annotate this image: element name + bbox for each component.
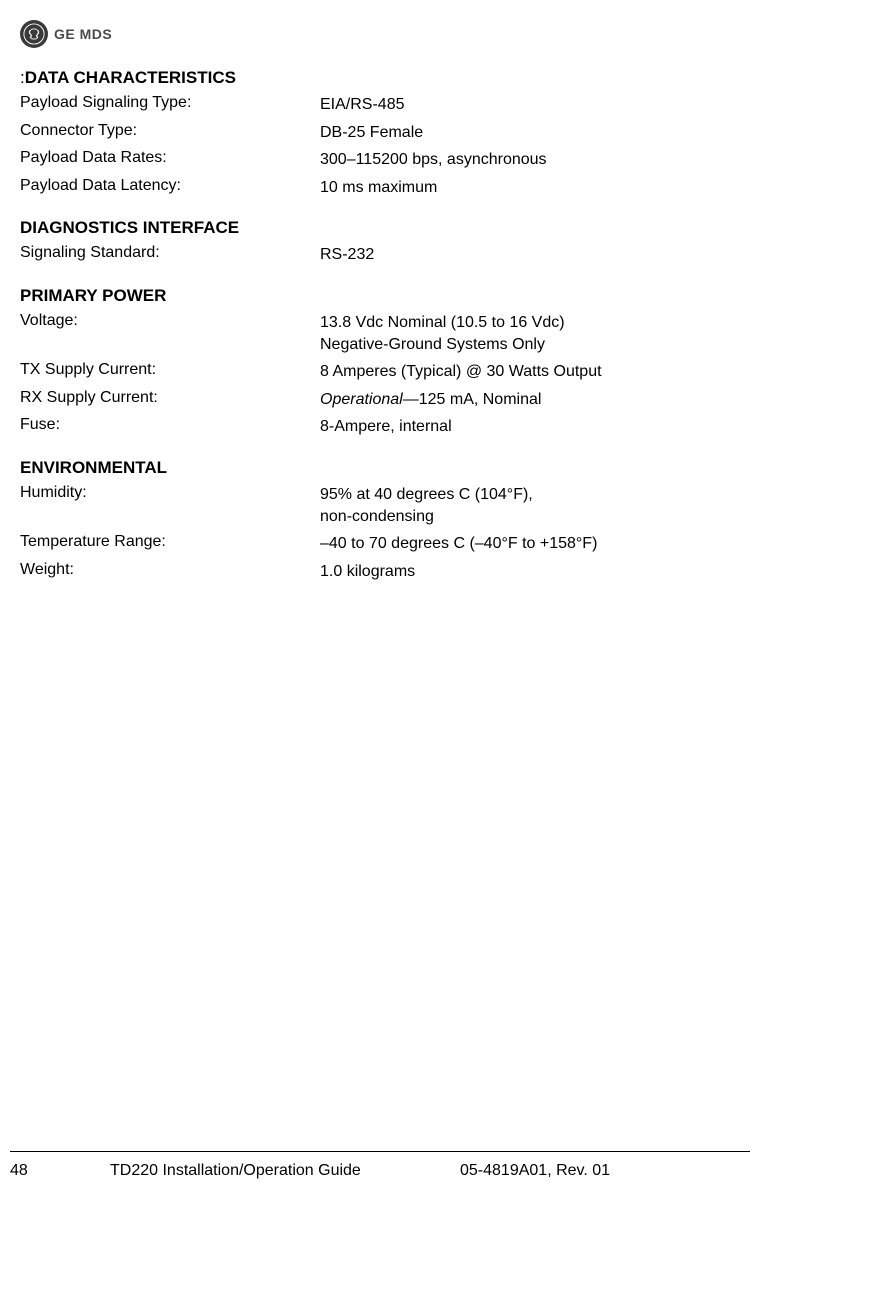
spec-value: EIA/RS-485 [320, 94, 404, 116]
spec-row: Humidity: 95% at 40 degrees C (104°F),no… [20, 484, 840, 527]
spec-row: Connector Type: DB-25 Female [20, 122, 840, 144]
spec-row: Fuse: 8-Ampere, internal [20, 416, 840, 438]
heading-text: DATA CHARACTERISTICS [25, 68, 236, 87]
section-data-characteristics: :DATA CHARACTERISTICS Payload Signaling … [10, 68, 840, 198]
spec-row: TX Supply Current: 8 Amperes (Typical) @… [20, 361, 840, 383]
spec-value: Operational—125 mA, Nominal [320, 389, 541, 411]
page-content: GE MDS :DATA CHARACTERISTICS Payload Sig… [0, 0, 870, 608]
spec-value: DB-25 Female [320, 122, 423, 144]
ge-monogram-icon [20, 20, 48, 48]
section-heading: PRIMARY POWER [20, 286, 840, 306]
spec-label: Payload Signaling Type: [20, 94, 320, 112]
spec-value: 8 Amperes (Typical) @ 30 Watts Output [320, 361, 602, 383]
spec-label: Fuse: [20, 416, 320, 434]
spec-value: 300–115200 bps, asynchronous [320, 149, 547, 171]
spec-label: RX Supply Current: [20, 389, 320, 407]
logo-text: GE MDS [54, 26, 112, 42]
spec-label: Weight: [20, 561, 320, 579]
footer-doc-title: TD220 Installation/Operation Guide [110, 1162, 460, 1180]
spec-row: Payload Signaling Type: EIA/RS-485 [20, 94, 840, 116]
spec-label: Temperature Range: [20, 533, 320, 551]
footer-page-number: 48 [10, 1162, 110, 1180]
spec-row: Payload Data Rates: 300–115200 bps, asyn… [20, 149, 840, 171]
section-heading: ENVIRONMENTAL [20, 458, 840, 478]
spec-row: Voltage: 13.8 Vdc Nominal (10.5 to 16 Vd… [20, 312, 840, 355]
footer-line: 48 TD220 Installation/Operation Guide 05… [10, 1162, 750, 1180]
spec-value: 95% at 40 degrees C (104°F),non-condensi… [320, 484, 533, 527]
spec-label: Signaling Standard: [20, 244, 320, 262]
spec-value: 10 ms maximum [320, 177, 437, 199]
footer-doc-rev: 05-4819A01, Rev. 01 [460, 1162, 750, 1180]
spec-row: Temperature Range: –40 to 70 degrees C (… [20, 533, 840, 555]
spec-label: Payload Data Latency: [20, 177, 320, 195]
spec-label: Payload Data Rates: [20, 149, 320, 167]
spec-value: RS-232 [320, 244, 374, 266]
spec-label: Connector Type: [20, 122, 320, 140]
section-primary-power: PRIMARY POWER Voltage: 13.8 Vdc Nominal … [10, 286, 840, 438]
page-footer: 48 TD220 Installation/Operation Guide 05… [10, 1151, 750, 1180]
section-diagnostics-interface: DIAGNOSTICS INTERFACE Signaling Standard… [10, 218, 840, 266]
section-heading: DIAGNOSTICS INTERFACE [20, 218, 840, 238]
header-logo: GE MDS [20, 20, 840, 48]
spec-label: Voltage: [20, 312, 320, 330]
spec-row: Weight: 1.0 kilograms [20, 561, 840, 583]
spec-value: –40 to 70 degrees C (–40°F to +158°F) [320, 533, 597, 555]
spec-label: Humidity: [20, 484, 320, 502]
section-environmental: ENVIRONMENTAL Humidity: 95% at 40 degree… [10, 458, 840, 582]
spec-row: Payload Data Latency: 10 ms maximum [20, 177, 840, 199]
footer-rule [10, 1151, 750, 1152]
spec-row: RX Supply Current: Operational—125 mA, N… [20, 389, 840, 411]
spec-value: 8-Ampere, internal [320, 416, 452, 438]
spec-value: 13.8 Vdc Nominal (10.5 to 16 Vdc)Negativ… [320, 312, 565, 355]
spec-row: Signaling Standard: RS-232 [20, 244, 840, 266]
section-heading: :DATA CHARACTERISTICS [20, 68, 840, 88]
spec-value: 1.0 kilograms [320, 561, 415, 583]
spec-label: TX Supply Current: [20, 361, 320, 379]
